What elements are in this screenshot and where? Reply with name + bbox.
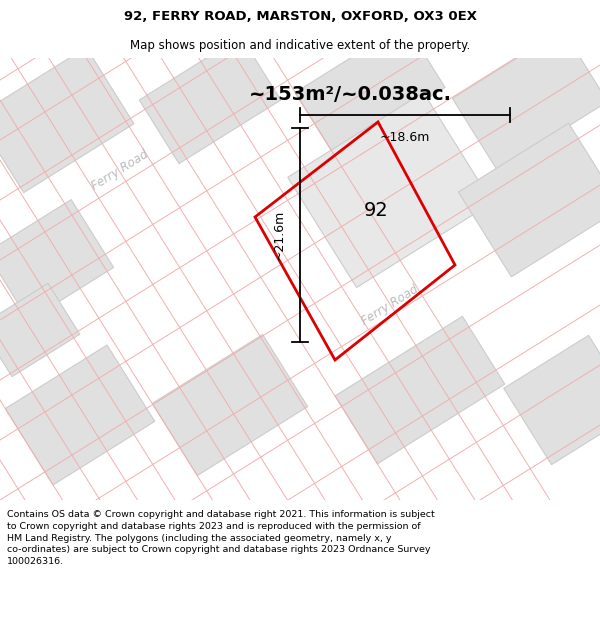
- Polygon shape: [504, 336, 600, 464]
- Polygon shape: [0, 58, 600, 500]
- Polygon shape: [139, 36, 281, 164]
- Polygon shape: [0, 58, 180, 205]
- Polygon shape: [152, 334, 308, 476]
- Polygon shape: [295, 24, 445, 156]
- Text: Contains OS data © Crown copyright and database right 2021. This information is : Contains OS data © Crown copyright and d…: [7, 510, 435, 566]
- Text: ~153m²/~0.038ac.: ~153m²/~0.038ac.: [248, 86, 452, 104]
- Polygon shape: [5, 345, 155, 485]
- Polygon shape: [452, 29, 600, 171]
- Text: 92: 92: [364, 201, 388, 221]
- Text: ~21.6m: ~21.6m: [273, 210, 286, 260]
- Polygon shape: [0, 199, 113, 321]
- Polygon shape: [0, 48, 134, 192]
- Polygon shape: [335, 316, 505, 464]
- Text: Map shows position and indicative extent of the property.: Map shows position and indicative extent…: [130, 39, 470, 52]
- Text: ~18.6m: ~18.6m: [380, 131, 430, 144]
- Polygon shape: [0, 283, 80, 377]
- Polygon shape: [288, 92, 492, 288]
- Text: 92, FERRY ROAD, MARSTON, OXFORD, OX3 0EX: 92, FERRY ROAD, MARSTON, OXFORD, OX3 0EX: [124, 10, 476, 22]
- Text: Ferry Road: Ferry Road: [89, 148, 151, 192]
- Text: Ferry Road: Ferry Road: [359, 282, 421, 328]
- Polygon shape: [458, 123, 600, 277]
